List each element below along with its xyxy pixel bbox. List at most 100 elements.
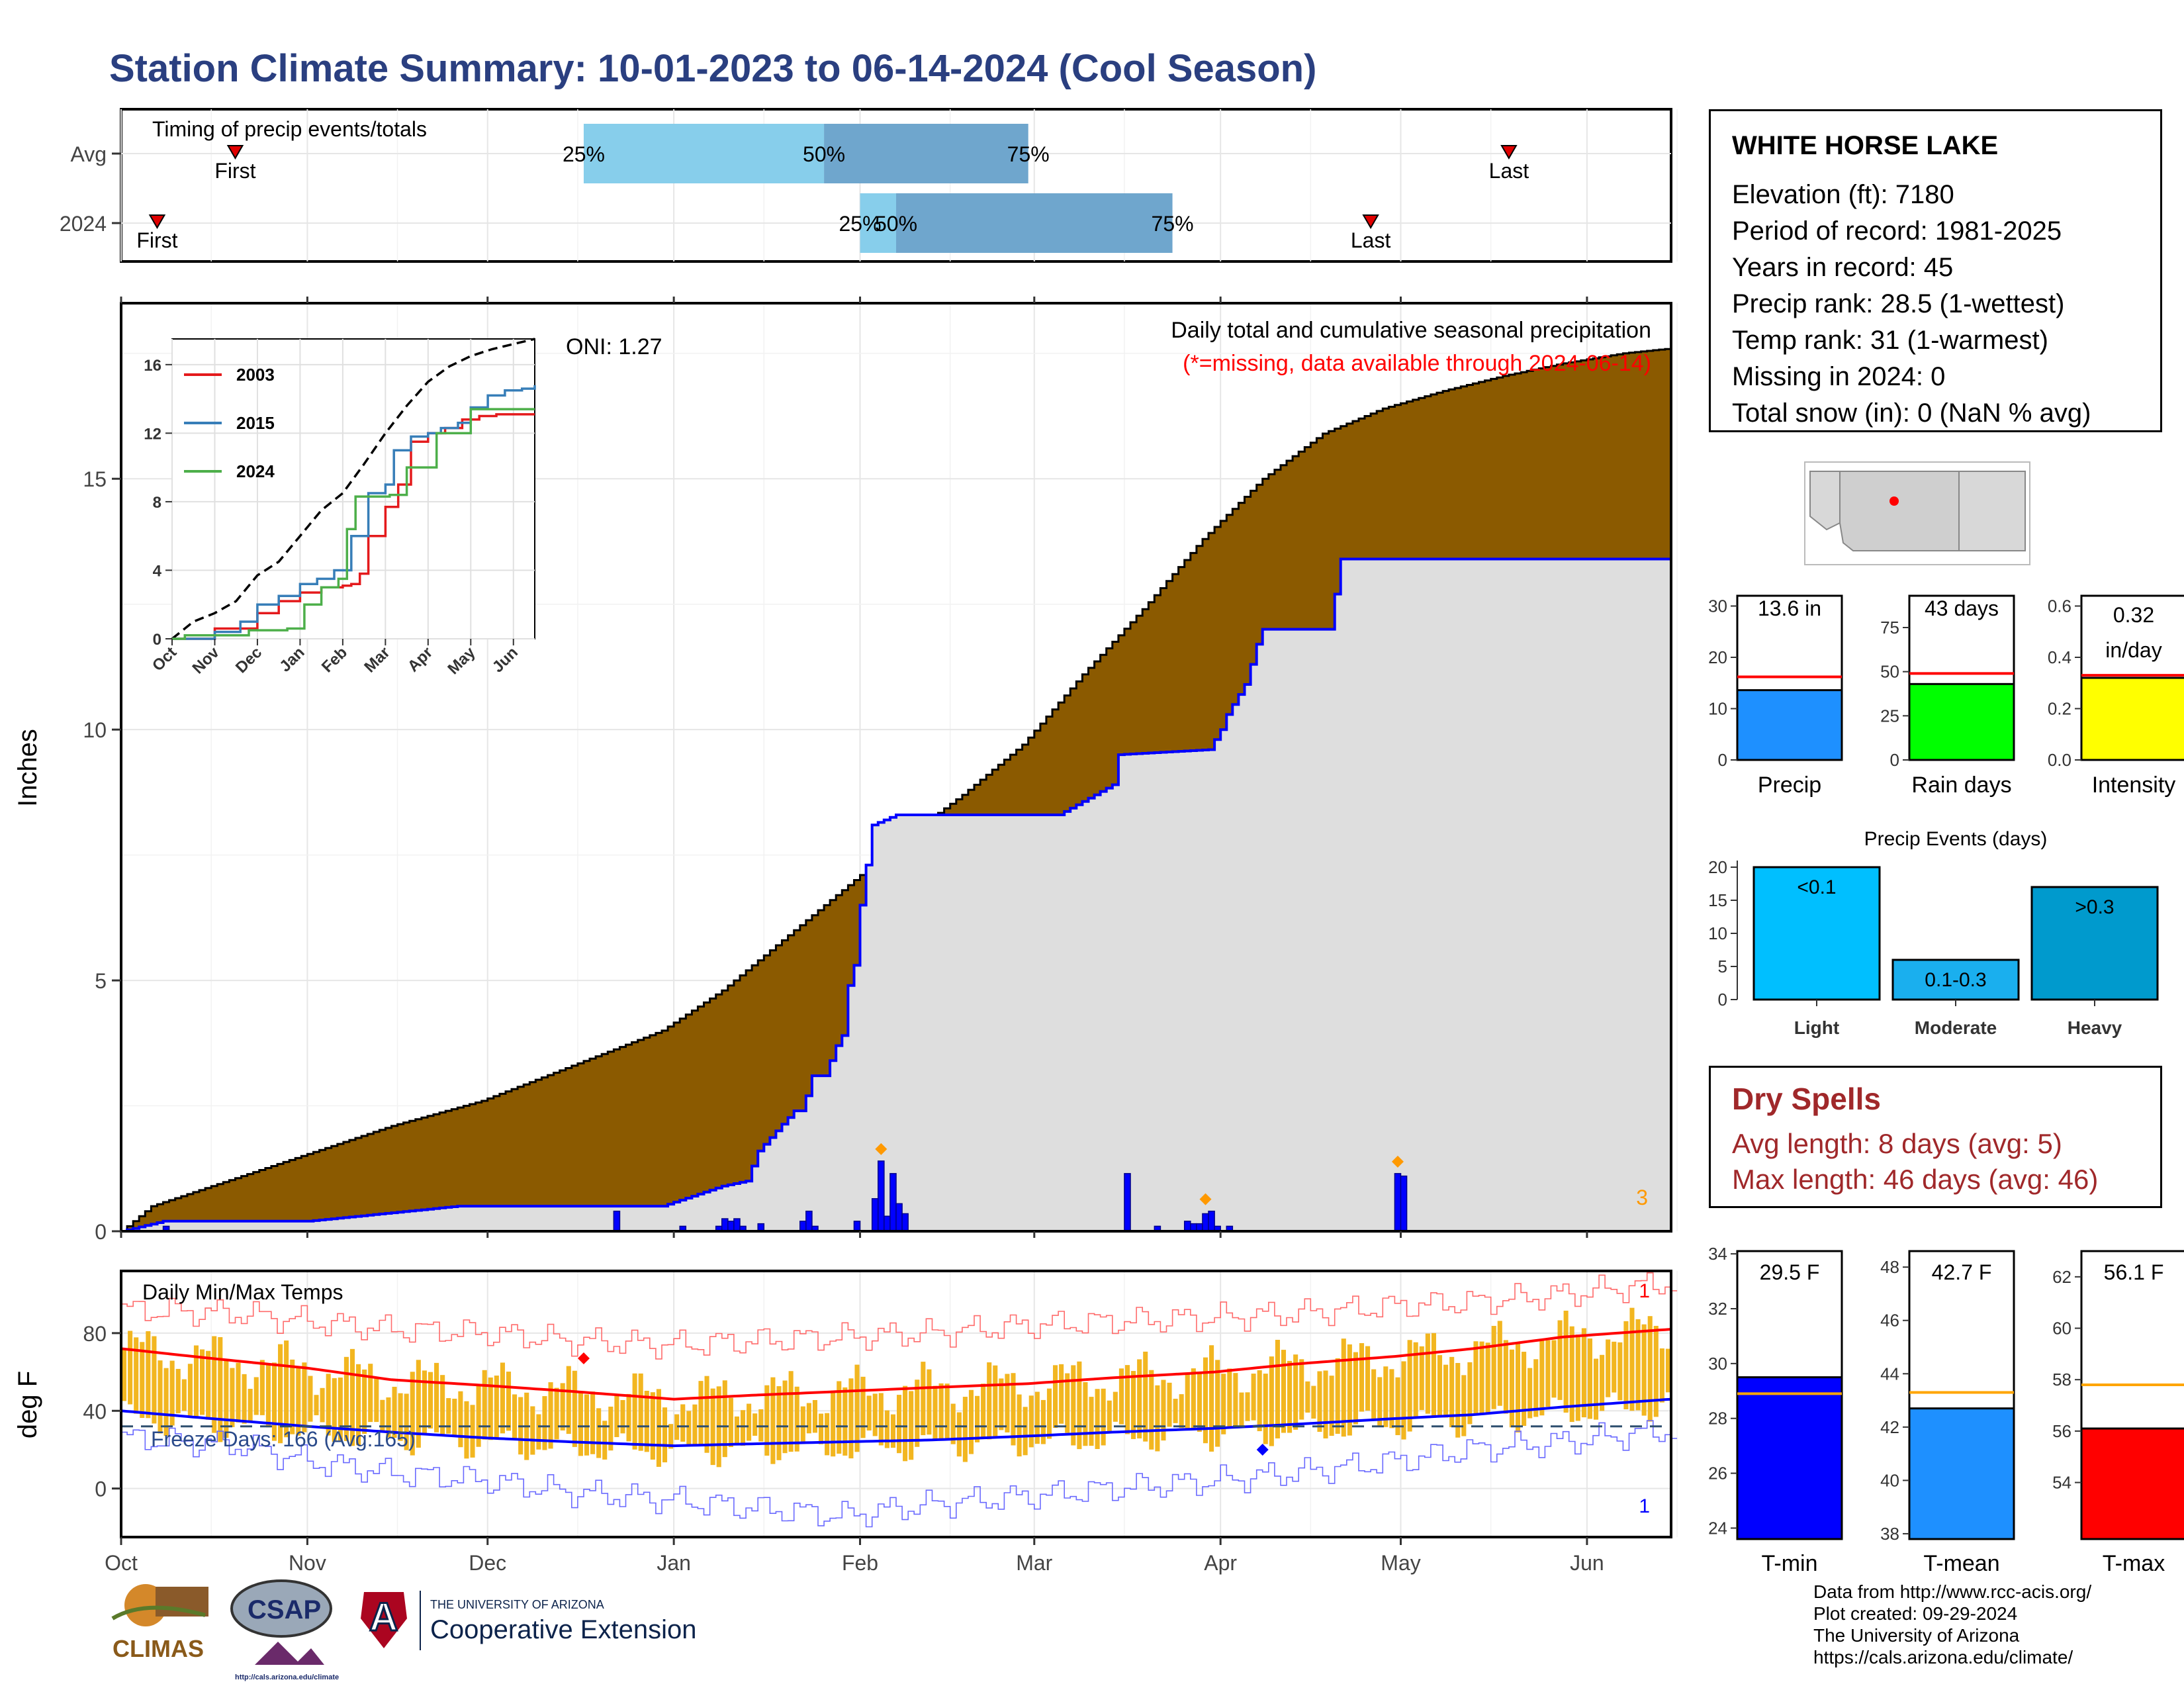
daily-temp-bar bbox=[1659, 1348, 1664, 1403]
temp-summary-ytick-label: 56 bbox=[2052, 1421, 2071, 1441]
daily-temp-bar bbox=[500, 1362, 505, 1434]
timing-quartile-bar bbox=[860, 193, 896, 253]
daily-temp-bar bbox=[1522, 1352, 1527, 1427]
daily-temp-bar bbox=[1515, 1343, 1521, 1433]
daily-temp-bar bbox=[1581, 1328, 1586, 1418]
events-category-label: Light bbox=[1794, 1017, 1839, 1038]
daily-temp-bar bbox=[878, 1393, 884, 1446]
daily-temp-bar bbox=[1221, 1374, 1226, 1434]
daily-temp-bar bbox=[812, 1400, 817, 1433]
temp-summary-bar bbox=[1736, 1376, 1843, 1540]
daily-temp-bar bbox=[1155, 1385, 1160, 1452]
daily-temp-bar bbox=[181, 1379, 187, 1411]
daily-temp-bar bbox=[1143, 1351, 1148, 1442]
daily-temp-bar bbox=[1383, 1366, 1388, 1427]
daily-precip-bar bbox=[727, 1221, 735, 1232]
events-ytick-label: 15 bbox=[1708, 890, 1727, 910]
daily-temp-bar bbox=[1101, 1388, 1106, 1446]
daily-temp-bar bbox=[464, 1401, 469, 1459]
daily-temp-bar bbox=[1647, 1316, 1653, 1422]
daily-temp-bar bbox=[428, 1372, 433, 1429]
daily-temp-bar bbox=[1335, 1358, 1340, 1434]
daily-temp-bar bbox=[1028, 1395, 1034, 1448]
temp-summary-ytick-label: 28 bbox=[1708, 1409, 1727, 1429]
daily-temp-bar bbox=[572, 1370, 577, 1447]
summary-value-label: in/day bbox=[2105, 638, 2161, 662]
obs-cumulative-area bbox=[121, 559, 1671, 1231]
summary-bar-label: Intensity bbox=[2092, 773, 2176, 798]
csap-text: CSAP bbox=[248, 1595, 321, 1624]
daily-temp-bar bbox=[278, 1344, 283, 1444]
timing-quartile-bar bbox=[824, 124, 1028, 183]
inset-ytick-label: 4 bbox=[153, 562, 162, 580]
new-mexico-shape bbox=[1958, 471, 2026, 551]
daily-temp-bar bbox=[1371, 1369, 1377, 1421]
precip-ytick-label: 5 bbox=[95, 969, 107, 993]
daily-precip-bar bbox=[878, 1160, 885, 1232]
temp-panel-frame bbox=[120, 1270, 1672, 1538]
daily-temp-bar bbox=[1377, 1377, 1383, 1427]
daily-temp-bar bbox=[668, 1424, 674, 1449]
daily-temp-bar bbox=[494, 1376, 499, 1440]
temp-count-bottom: 1 bbox=[1639, 1495, 1650, 1517]
daily-temp-bar bbox=[236, 1362, 241, 1423]
events-ytick-label: 0 bbox=[1718, 990, 1727, 1009]
precip-note: (*=missing, data available through 2024-… bbox=[1183, 351, 1651, 376]
temp-summary-ytick-label: 24 bbox=[1708, 1518, 1727, 1538]
extreme-precip-marker bbox=[1199, 1193, 1212, 1205]
daily-temp-bar bbox=[271, 1362, 277, 1441]
daily-temp-bar bbox=[1131, 1371, 1136, 1439]
daily-temp-bar bbox=[1173, 1399, 1178, 1423]
daily-temp-bar bbox=[242, 1374, 247, 1424]
daily-temp-bar bbox=[968, 1389, 974, 1454]
daily-temp-bar bbox=[356, 1364, 361, 1446]
temp-summary-ytick-label: 54 bbox=[2052, 1473, 2071, 1493]
daily-temp-bar bbox=[1317, 1371, 1322, 1432]
daily-temp-bar bbox=[482, 1370, 487, 1440]
daily-temp-bar bbox=[1455, 1362, 1461, 1438]
daily-temp-bar bbox=[212, 1336, 217, 1433]
daily-temp-bar bbox=[296, 1367, 301, 1436]
daily-temp-bar bbox=[921, 1362, 926, 1436]
daily-temp-bar bbox=[764, 1385, 770, 1456]
daily-temp-bar bbox=[1575, 1334, 1580, 1421]
daily-temp-bar bbox=[308, 1376, 313, 1422]
summary-ytick-label: 75 bbox=[1880, 618, 1899, 637]
daily-temp-bar bbox=[831, 1390, 836, 1457]
daily-temp-bar bbox=[872, 1393, 878, 1436]
daily-temp-bar bbox=[1557, 1320, 1563, 1400]
daily-temp-bar bbox=[122, 1348, 127, 1401]
station-period: Period of record: 1981-2025 bbox=[1732, 216, 2062, 246]
daily-temp-bar bbox=[903, 1385, 908, 1462]
inset-ytick-label: 8 bbox=[153, 494, 161, 512]
temp-summary-bar bbox=[1908, 1407, 2015, 1540]
daily-temp-bar bbox=[218, 1336, 223, 1442]
daily-temp-bar bbox=[1341, 1338, 1346, 1437]
daily-temp-bar bbox=[265, 1363, 271, 1428]
daily-temp-bar bbox=[1545, 1340, 1551, 1407]
daily-temp-bar bbox=[950, 1403, 956, 1444]
daily-temp-bar bbox=[1539, 1340, 1545, 1416]
daily-temp-bar bbox=[1161, 1380, 1166, 1441]
precip-ytick-label: 0 bbox=[95, 1220, 107, 1244]
daily-temp-bar bbox=[806, 1403, 811, 1434]
daily-temp-bar bbox=[734, 1416, 739, 1446]
temp-summary-ytick-label: 30 bbox=[1708, 1354, 1727, 1374]
daily-temp-bar bbox=[392, 1386, 397, 1438]
daily-temp-bar bbox=[638, 1373, 643, 1451]
daily-temp-bar bbox=[410, 1372, 415, 1456]
daily-temp-bar bbox=[915, 1380, 920, 1447]
daily-temp-bar bbox=[1023, 1407, 1028, 1456]
daily-temp-bar bbox=[1389, 1369, 1394, 1429]
daily-temp-bar bbox=[230, 1368, 235, 1427]
inset-frame bbox=[171, 338, 535, 639]
temp-summary-ytick-label: 42 bbox=[1880, 1417, 1899, 1437]
daily-temp-bar bbox=[1497, 1321, 1502, 1406]
inset-series-2024 bbox=[172, 408, 535, 640]
daily-temp-bar bbox=[776, 1386, 782, 1460]
daily-temp-bar bbox=[404, 1393, 409, 1450]
temp-summary-ytick-label: 58 bbox=[2052, 1370, 2071, 1389]
daily-temp-bar bbox=[470, 1405, 475, 1458]
daily-temp-bar bbox=[1443, 1364, 1449, 1418]
